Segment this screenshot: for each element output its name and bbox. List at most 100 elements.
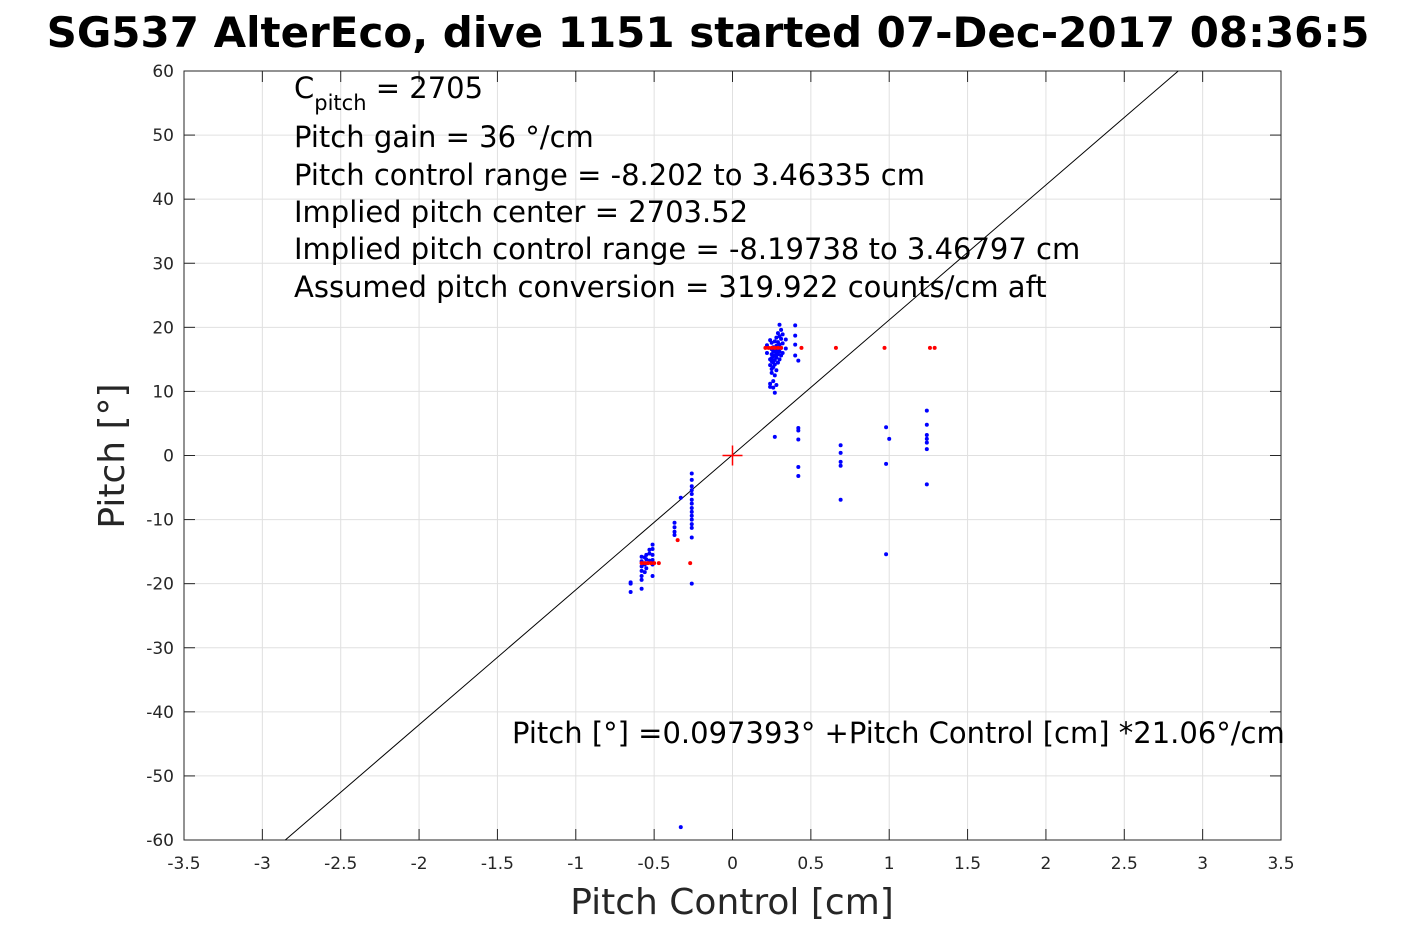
y-tick-label: 0 (163, 447, 174, 467)
blue-data-point (644, 552, 649, 557)
annotation-conversion: Assumed pitch conversion = 319.922 count… (294, 270, 1047, 304)
x-axis-label: Pitch Control [cm] (570, 882, 894, 923)
annotation-implied-range: Implied pitch control range = -8.19738 t… (294, 232, 1080, 266)
blue-data-point (689, 513, 694, 518)
blue-data-point (769, 370, 774, 375)
red-data-point (882, 345, 887, 350)
x-tick-label: -2.5 (324, 854, 357, 874)
red-data-point (688, 561, 693, 566)
y-tick-label: 60 (152, 62, 174, 82)
blue-data-point (672, 525, 677, 530)
blue-data-point (672, 529, 677, 534)
blue-data-point (772, 373, 777, 378)
y-tick-label: -30 (146, 639, 174, 659)
x-tick-label: 1 (884, 854, 895, 874)
blue-data-point (796, 428, 801, 433)
y-tick-label: 50 (152, 126, 174, 146)
blue-data-point (689, 525, 694, 530)
x-tick-label: 0.5 (797, 854, 824, 874)
x-tick-label: 3.5 (1267, 854, 1294, 874)
red-data-point (927, 345, 932, 350)
blue-data-point (793, 323, 798, 328)
blue-data-point (689, 535, 694, 540)
annotation-pitch-gain: Pitch gain = 36 °/cm (294, 120, 594, 154)
blue-data-point (689, 477, 694, 482)
red-data-point (799, 345, 804, 350)
blue-data-point (887, 436, 892, 441)
blue-data-point (774, 335, 779, 340)
blue-data-point (639, 568, 644, 573)
c-pitch-subscript: pitch (314, 91, 366, 115)
blue-data-point (639, 577, 644, 582)
annotation-fit-equation: Pitch [°] =0.097393° +Pitch Control [cm]… (512, 716, 1285, 750)
blue-data-point (884, 425, 889, 430)
red-data-point (675, 538, 680, 543)
blue-data-point (689, 488, 694, 493)
red-data-point (763, 345, 768, 350)
red-data-point (652, 561, 657, 566)
blue-data-point (689, 517, 694, 522)
x-tick-label: -3 (254, 854, 271, 874)
red-data-point (772, 345, 777, 350)
blue-data-point (924, 447, 929, 452)
blue-data-point (689, 484, 694, 489)
x-tick-label: -0.5 (638, 854, 671, 874)
y-tick-label: 10 (152, 382, 174, 402)
x-tick-labels: -3.5 -3 -2.5 -2 -1.5 -1 -0.5 0 0.5 1 1.5 2 2.5 3 3.5 (167, 854, 1294, 874)
red-data-point (932, 345, 937, 350)
x-tick-label: -1.5 (481, 854, 514, 874)
blue-data-point (796, 437, 801, 442)
blue-data-point (838, 463, 843, 468)
y-tick-label: 40 (152, 190, 174, 210)
red-data-point (833, 345, 838, 350)
c-pitch-value: = 2705 (367, 71, 484, 105)
blue-data-point (764, 350, 769, 355)
blue-data-point (780, 341, 785, 346)
blue-data-point (783, 337, 788, 342)
blue-data-point (793, 353, 798, 358)
blue-data-point (796, 474, 801, 479)
annotation-c-pitch: Cpitch = 2705 (294, 71, 483, 115)
blue-data-point (628, 589, 633, 594)
blue-data-point (777, 349, 782, 354)
red-data-point (775, 345, 780, 350)
red-data-point (656, 561, 661, 566)
chart-title: SG537 AlterEco, dive 1151 started 07-Dec… (47, 8, 1370, 57)
x-tick-label: -1 (567, 854, 584, 874)
blue-data-point (772, 339, 777, 344)
y-tick-label: -20 (146, 575, 174, 595)
blue-data-point (689, 581, 694, 586)
blue-data-point (639, 554, 644, 559)
blue-data-point (924, 482, 929, 487)
blue-data-point (689, 497, 694, 502)
red-data-point (766, 345, 771, 350)
blue-data-point (774, 355, 779, 360)
blue-data-point (771, 385, 776, 390)
red-data-point (639, 561, 644, 566)
blue-data-point (793, 333, 798, 338)
blue-data-point (650, 557, 655, 562)
blue-data-point (647, 547, 652, 552)
blue-data-point (793, 342, 798, 347)
y-axis-label: Pitch [°] (92, 383, 133, 528)
blue-data-point (779, 336, 784, 341)
blue-data-point (689, 522, 694, 527)
blue-data-point (777, 342, 782, 347)
blue-data-point (650, 552, 655, 557)
x-tick-label: 1.5 (954, 854, 981, 874)
axis-ticks (183, 70, 1282, 841)
blue-data-point (647, 551, 652, 556)
blue-data-point (689, 509, 694, 514)
c-pitch-symbol: C (294, 71, 314, 105)
blue-data-point (796, 358, 801, 363)
annotation-control-range: Pitch control range = -8.202 to 3.46335 … (294, 158, 925, 192)
blue-data-point (689, 501, 694, 506)
y-tick-label: -40 (146, 703, 174, 723)
center-marker (722, 445, 743, 466)
blue-data-point (884, 552, 889, 557)
blue-data-point (650, 573, 655, 578)
y-tick-label: 30 (152, 254, 174, 274)
y-tick-labels: 60 50 40 30 20 10 0 -10 -20 -30 -40 -50 -60 (146, 62, 174, 851)
x-tick-label: -3.5 (167, 854, 200, 874)
